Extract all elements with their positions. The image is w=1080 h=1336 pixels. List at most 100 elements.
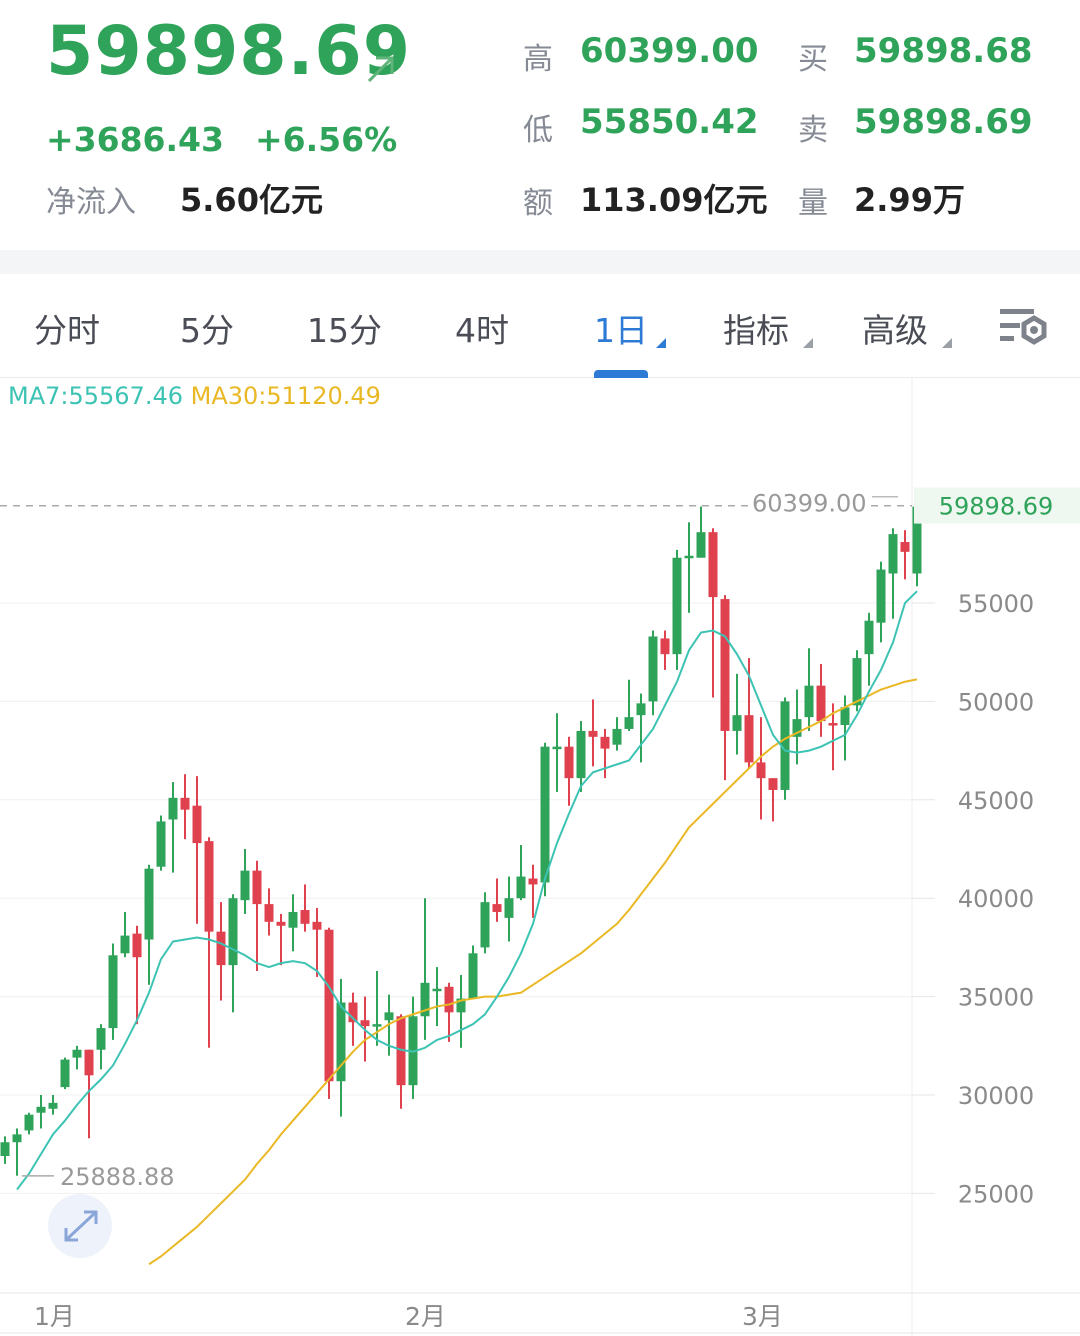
candle-body: [132, 933, 142, 958]
candle-body: [756, 762, 766, 779]
candle-body: [360, 1020, 370, 1027]
high-value: 60399.00: [580, 31, 759, 71]
candle-body: [216, 931, 226, 966]
candle-body: [888, 534, 898, 574]
candle-body: [384, 1012, 394, 1021]
candle-body: [276, 921, 286, 926]
candle-body: [372, 1024, 382, 1027]
candle-body: [912, 506, 922, 574]
candle-body: [720, 599, 730, 731]
last-price-tag: 59898.69: [939, 493, 1054, 521]
buy-value: 59898.68: [854, 31, 1033, 71]
candle-body: [0, 1142, 10, 1157]
candle-body: [600, 736, 610, 749]
candle-body: [144, 868, 154, 940]
candle-body: [636, 703, 646, 716]
chart-settings-icon[interactable]: [998, 306, 1050, 348]
candle-body: [516, 876, 526, 899]
candle-body: [612, 728, 622, 745]
candle-body: [828, 723, 838, 726]
ma30-line: [148, 678, 918, 1266]
expand-icon[interactable]: [64, 1210, 98, 1242]
candle-body: [648, 636, 658, 702]
y-tick-label: 35000: [958, 984, 1034, 1012]
candle-body: [876, 569, 886, 623]
candle-body: [348, 1002, 358, 1023]
candle-body: [468, 953, 478, 999]
tab-5min[interactable]: 5分: [180, 311, 234, 350]
candle-body: [204, 841, 214, 932]
section-divider: [0, 250, 1080, 274]
y-tick-label: 30000: [958, 1082, 1034, 1110]
candle-body: [852, 658, 862, 706]
candle-body: [456, 998, 466, 1013]
tab-advanced[interactable]: 高级: [862, 311, 928, 350]
net-inflow-label: 净流入: [46, 185, 136, 220]
candle-body: [768, 778, 778, 790]
candle-body: [156, 821, 166, 867]
tab-intraday[interactable]: 分时: [34, 311, 100, 350]
tab-1day[interactable]: 1日: [594, 311, 648, 350]
low-label: 低: [523, 113, 553, 148]
x-tick-label: 3月: [742, 1302, 783, 1331]
sell-value: 59898.69: [854, 102, 1033, 142]
dropdown-triangle-icon: [656, 338, 666, 348]
volume-label: 量: [798, 186, 828, 221]
candle-body: [72, 1049, 82, 1058]
candle-body: [732, 715, 742, 731]
candle-body: [540, 746, 550, 883]
candle-body: [96, 1028, 106, 1050]
candle-body: [252, 870, 262, 905]
sell-label: 卖: [798, 113, 828, 148]
candle-body: [84, 1049, 94, 1076]
candle-body: [324, 929, 334, 1082]
candle-body: [12, 1134, 22, 1143]
candle-body: [792, 719, 802, 737]
y-tick-label: 25000: [958, 1180, 1034, 1208]
candle-body: [624, 717, 634, 729]
candle-body: [588, 730, 598, 737]
candle-body: [504, 898, 514, 918]
ma7-line: [16, 590, 918, 1191]
candlestick-chart[interactable]: 55000 50000 45000 40000 35000 30000 25000 1月 2月 3…: [0, 378, 1080, 1336]
candle-body: [564, 746, 574, 779]
y-tick-label: 45000: [958, 787, 1034, 815]
candle-body: [168, 797, 178, 820]
ma30-value: MA30:51120.49: [190, 382, 381, 410]
candle-body: [108, 955, 118, 1029]
candle-body: [744, 715, 754, 763]
max-label-bg: [748, 488, 868, 519]
active-tab-indicator: [594, 370, 648, 378]
candle-body: [24, 1114, 34, 1131]
candle-body: [696, 532, 706, 558]
net-inflow-value: 5.60亿元: [180, 181, 323, 219]
tab-15min[interactable]: 15分: [307, 311, 382, 350]
x-tick-label: 2月: [405, 1302, 446, 1331]
candle-body: [432, 988, 442, 992]
low-value: 55850.42: [580, 102, 759, 142]
candle-body: [60, 1059, 70, 1088]
candle-body: [180, 797, 190, 810]
amount-label: 额: [523, 186, 553, 221]
ma7-value: MA7:55567.46: [8, 382, 183, 410]
candle-body: [300, 910, 310, 924]
dropdown-triangle-icon: [803, 338, 813, 348]
min-price-label: 25888.88: [60, 1163, 175, 1191]
candle-body: [900, 541, 910, 552]
candle-body: [492, 904, 502, 912]
candle-body: [684, 555, 694, 559]
candle-body: [120, 935, 130, 954]
candle-body: [660, 638, 670, 655]
ma-legend: MA7:55567.46 MA30:51120.49: [8, 382, 381, 410]
candle-body: [420, 982, 430, 1017]
candle-body: [192, 805, 202, 844]
tab-indicators[interactable]: 指标: [723, 311, 789, 350]
high-label: 高: [523, 42, 553, 77]
candle-body: [480, 902, 490, 948]
candle-body: [240, 870, 250, 901]
tab-4h[interactable]: 4时: [455, 311, 509, 350]
candle-body: [804, 685, 814, 718]
candle-body: [336, 1002, 346, 1082]
last-price-tag-bg: [914, 487, 1080, 524]
candle-body: [864, 620, 874, 655]
